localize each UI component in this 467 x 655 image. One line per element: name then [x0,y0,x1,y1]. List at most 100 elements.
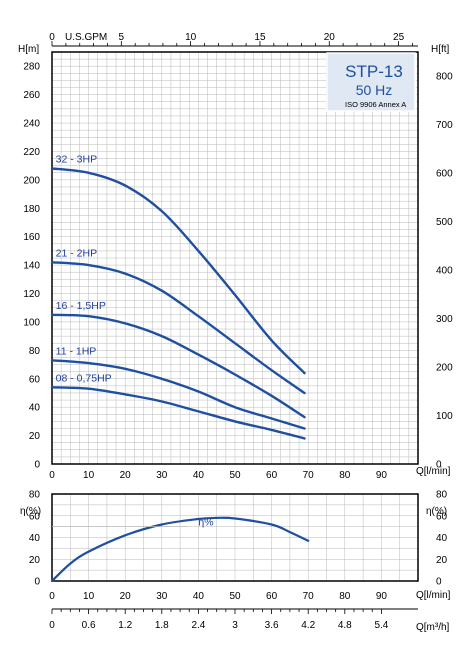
y-tick-label: 60 [29,374,41,385]
eff-x-tick-label: 40 [193,591,205,602]
standard-label: ISO 9906 Annex A [345,100,406,109]
curve-label-3: 11 - 1HP [56,345,97,357]
y-tick-label: 140 [23,261,40,272]
eff-y-tick-label-right: 80 [436,490,448,501]
y-tick-label-right: 0 [436,460,442,471]
x-axis-label-top: U.S.GPM [65,32,107,43]
y-tick-label-right: 300 [436,314,453,325]
head-curve-4 [50,386,306,440]
eff-x-tick-label: 80 [339,591,351,602]
y-tick-label: 80 [29,346,41,357]
model-box: STP-13 50 Hz ISO 9906 Annex A [326,52,416,112]
model-name: STP-13 [345,62,403,81]
eff-x-tick-label: 20 [120,591,132,602]
eff-y-tick-label: 60 [29,511,41,522]
x-tick-label: 80 [339,470,351,481]
efficiency-curve [50,516,310,583]
y-tick-label: 180 [23,204,40,215]
m3h-tick-label: 0.6 [82,620,96,631]
eff-x-tick-label: 0 [49,591,55,602]
head-curve-2 [50,313,306,419]
head-curve-3 [50,359,306,430]
y-tick-label: 40 [29,403,41,414]
y-tick-label-right: 800 [436,72,453,83]
y-tick-label-right: 400 [436,266,453,277]
x-tick-label-top: 25 [393,32,405,43]
x-tick-label: 20 [120,470,132,481]
y-tick-label: 220 [23,147,40,158]
x-tick-label-top: 15 [254,32,266,43]
grid-lines [51,51,419,582]
eff-y-tick-label-right: 0 [436,577,442,588]
m3h-tick-label: 4.8 [338,620,352,631]
upper-plot-frame [51,51,419,465]
curve-label-0: 32 - 3HP [56,153,97,165]
x-axis-label-eff: Q[l/min] [416,590,451,601]
y-tick-label: 200 [23,175,40,186]
x-tick-label: 0 [49,470,55,481]
x-tick-label-top: 20 [324,32,336,43]
eff-x-tick-label: 10 [83,591,95,602]
eff-y-tick-label-right: 60 [436,511,448,522]
y-tick-label-right: 200 [436,363,453,374]
m3h-tick-label: 2.4 [191,620,205,631]
m3h-tick-label: 4.2 [301,620,315,631]
curve-label-2: 16 - 1,5HP [56,300,106,312]
eff-y-tick-label: 20 [29,555,41,566]
y-tick-label: 120 [23,289,40,300]
plot-frames [51,41,419,614]
x-tick-label: 30 [156,470,168,481]
head-curve-0 [50,167,306,375]
y-axis-label-left: H[m] [18,44,39,55]
curve-label-1: 21 - 2HP [56,247,97,259]
m3h-tick-label: 3.6 [265,620,279,631]
curve-label-4: 08 - 0,75HP [56,372,112,384]
x-tick-label: 90 [376,470,388,481]
x-tick-label: 60 [266,470,278,481]
y-tick-label-right: 100 [436,411,453,422]
m3h-tick-label: 0 [49,620,55,631]
eff-x-tick-label: 60 [266,591,278,602]
x-tick-label: 10 [83,470,95,481]
y-axis-label-eff-left: η(%) [20,506,41,517]
y-axis-label-right: H[ft] [431,44,450,55]
eff-y-tick-label-right: 20 [436,555,448,566]
y-tick-label: 280 [23,62,40,73]
efficiency-label: η% [198,517,213,529]
eff-y-tick-label: 80 [29,490,41,501]
curves: 32 - 3HP 21 - 2HP 16 - 1,5HP 11 - 1HP 08 - 0… [50,153,310,583]
eff-x-tick-label: 90 [376,591,388,602]
model-box-bg [326,52,416,112]
y-tick-label: 20 [29,431,41,442]
m3h-tick-label: 3 [232,620,238,631]
eff-x-tick-label: 50 [229,591,241,602]
y-tick-label: 260 [23,90,40,101]
x-axis-label-m3h: Q[m³/h] [416,622,450,633]
x-axis-label-upper: Q[l/min] [416,466,451,477]
y-tick-label: 0 [34,460,40,471]
eff-y-tick-label: 0 [34,577,40,588]
m3h-tick-label: 5.4 [374,620,388,631]
head-curve-1 [50,261,306,395]
y-tick-label-right: 700 [436,120,453,131]
y-tick-label-right: 500 [436,217,453,228]
x-tick-label-top: 0 [49,32,55,43]
eff-y-tick-label: 40 [29,533,41,544]
frequency-label: 50 Hz [356,82,393,98]
x-tick-label-top: 5 [119,32,125,43]
eff-y-tick-label-right: 40 [436,533,448,544]
y-axis-label-eff-right: η(%) [426,506,447,517]
y-tick-label: 100 [23,317,40,328]
lower-plot-frame [51,493,419,582]
tick-labels: 0204060801001201401601802002202402602800… [23,32,453,631]
eff-x-tick-label: 70 [303,591,315,602]
eff-x-tick-label: 30 [156,591,168,602]
y-tick-label: 240 [23,119,40,130]
x-tick-label: 40 [193,470,205,481]
x-tick-label: 50 [229,470,241,481]
m3h-tick-label: 1.8 [155,620,169,631]
x-tick-label: 70 [303,470,315,481]
x-tick-label-top: 10 [185,32,197,43]
m3h-tick-label: 1.2 [118,620,132,631]
